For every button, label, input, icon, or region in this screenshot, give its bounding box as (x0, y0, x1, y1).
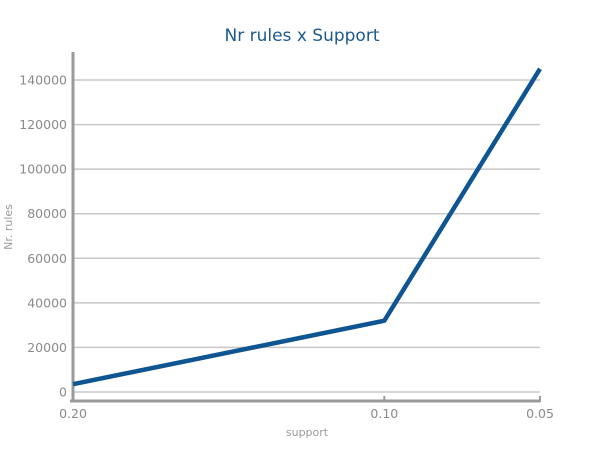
y-tick-label-7: 140000 (19, 73, 67, 88)
y-tick-label-4: 80000 (27, 206, 67, 221)
chart-title: Nr rules x Support (225, 26, 380, 46)
series-group (72, 67, 542, 387)
y-tick-label-1: 20000 (27, 340, 67, 355)
x-tick-label-0: 0.20 (59, 406, 87, 421)
y-axis-label: Nr. rules (2, 204, 15, 250)
x-tick-label-2: 0.05 (526, 406, 554, 421)
y-tick-labels: 0 20000 40000 60000 80000 100000 120000 140000 (19, 73, 67, 400)
y-tick-label-3: 60000 (27, 251, 67, 266)
x-tick-labels: 0.20 0.10 0.05 (59, 396, 554, 421)
series-line-0 (72, 67, 542, 387)
x-tick-label-1: 0.10 (370, 406, 398, 421)
x-axis-label: support (286, 426, 329, 439)
y-tick-label-2: 40000 (27, 295, 67, 310)
axes (70, 52, 540, 403)
y-tick-label-6: 120000 (19, 117, 67, 132)
y-tick-label-0: 0 (59, 385, 67, 400)
gridlines (73, 79, 540, 393)
y-tick-label-5: 100000 (19, 162, 67, 177)
